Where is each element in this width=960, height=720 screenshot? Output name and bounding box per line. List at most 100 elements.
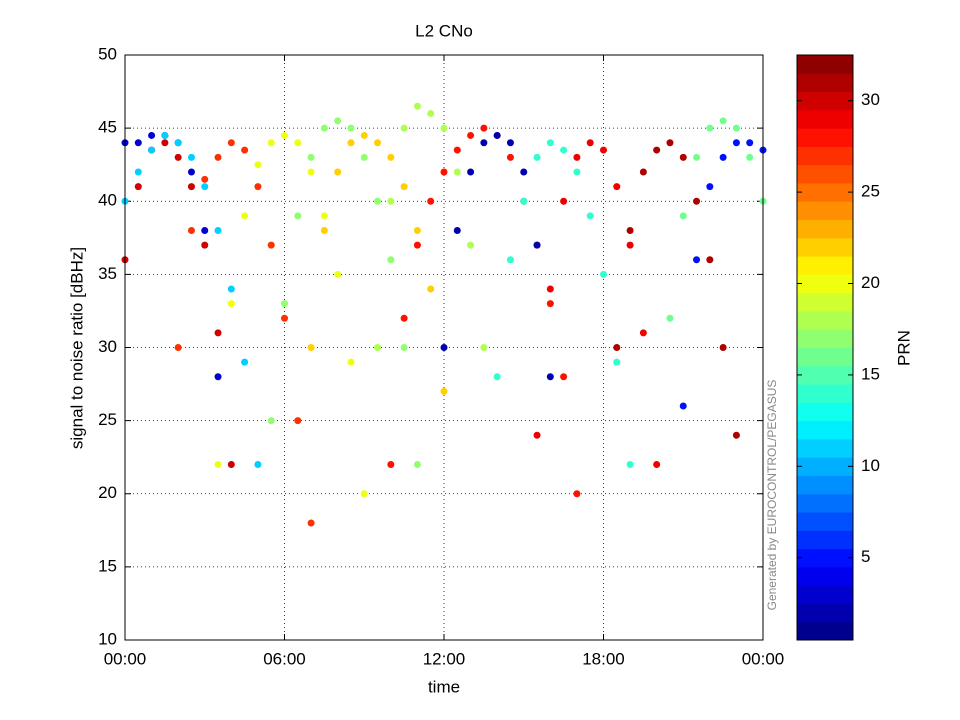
data-point xyxy=(148,131,156,139)
data-point xyxy=(732,139,740,147)
data-point xyxy=(214,227,222,234)
colorbar-band xyxy=(797,585,853,604)
data-point xyxy=(294,139,302,147)
data-point xyxy=(400,344,408,351)
colorbar-band xyxy=(797,73,853,93)
data-point xyxy=(533,431,541,439)
plot-frame xyxy=(124,54,764,641)
data-point xyxy=(387,153,395,161)
data-point xyxy=(560,373,568,381)
data-point xyxy=(214,373,222,381)
y-tick-label: 20 xyxy=(98,483,117,502)
data-point xyxy=(281,300,288,308)
data-point xyxy=(413,241,421,249)
data-point xyxy=(134,139,142,147)
data-point xyxy=(427,197,435,205)
data-point xyxy=(227,139,235,147)
colorbar-band xyxy=(797,182,853,202)
data-point xyxy=(427,110,435,117)
data-point xyxy=(560,197,568,205)
y-axis-label: signal to noise ratio [dBHz] xyxy=(67,247,86,449)
data-point xyxy=(706,124,714,132)
data-point xyxy=(400,183,408,191)
data-point xyxy=(453,227,461,234)
data-point xyxy=(227,461,235,468)
data-point xyxy=(613,344,621,351)
data-point xyxy=(506,256,514,264)
data-point xyxy=(360,153,368,161)
data-point xyxy=(613,183,621,191)
data-point xyxy=(480,124,488,132)
data-point xyxy=(307,168,315,176)
colorbar-band xyxy=(797,493,853,513)
data-point xyxy=(546,300,554,308)
data-point xyxy=(267,417,275,425)
data-point xyxy=(347,358,355,366)
x-tick-label: 00:00 xyxy=(742,649,785,668)
data-point xyxy=(546,373,554,381)
y-tick-label: 45 xyxy=(98,118,117,137)
data-point xyxy=(586,139,594,147)
data-point xyxy=(187,227,195,234)
data-point xyxy=(214,153,222,161)
data-point xyxy=(241,212,249,220)
data-point xyxy=(467,168,475,176)
data-point xyxy=(201,241,209,249)
colorbar-band xyxy=(797,402,853,422)
data-point xyxy=(613,358,621,366)
data-point xyxy=(413,102,421,110)
data-point xyxy=(679,402,687,410)
data-point xyxy=(413,227,421,234)
colorbar-tick-label: 5 xyxy=(861,547,870,566)
colorbar-band xyxy=(797,603,853,623)
colorbar-frame xyxy=(796,54,854,641)
data-point xyxy=(626,461,634,468)
data-point xyxy=(427,285,435,293)
x-tick-label: 18:00 xyxy=(582,649,625,668)
colorbar-band xyxy=(797,329,853,348)
data-point xyxy=(187,168,195,176)
data-point xyxy=(334,117,342,125)
data-point xyxy=(387,461,395,468)
colorbar-band xyxy=(797,384,853,403)
data-point xyxy=(161,131,169,139)
colorbar-band xyxy=(797,55,853,74)
data-point xyxy=(134,183,142,191)
colorbar-tick-label: 30 xyxy=(861,90,880,109)
data-point xyxy=(174,153,182,161)
colorbar-band xyxy=(797,146,853,166)
data-point xyxy=(413,461,421,468)
watermark: Generated by EUROCONTROL/PEGASUS xyxy=(765,380,779,611)
colorbar-label: PRN xyxy=(894,330,913,366)
data-point xyxy=(520,197,528,205)
colorbar-band xyxy=(797,201,853,221)
colorbar-band xyxy=(797,512,853,531)
colorbar-band xyxy=(797,128,853,147)
data-point xyxy=(706,183,714,191)
data-point xyxy=(360,490,368,498)
data-point xyxy=(746,153,754,161)
data-point xyxy=(706,256,714,264)
y-tick-label: 30 xyxy=(98,337,117,356)
colorbar-band xyxy=(797,347,853,367)
data-point xyxy=(241,146,249,154)
data-point xyxy=(387,197,395,205)
data-point xyxy=(440,344,448,351)
colorbar-band xyxy=(797,365,853,385)
y-tick-label: 50 xyxy=(98,44,117,63)
colorbar-tick-label: 20 xyxy=(861,273,880,292)
data-point xyxy=(600,270,607,278)
data-point xyxy=(187,183,195,191)
data-point xyxy=(161,139,169,147)
colorbar-band xyxy=(797,530,853,550)
colorbar-band xyxy=(797,256,853,275)
data-point xyxy=(334,270,342,278)
y-tick-label: 25 xyxy=(98,410,117,429)
data-point xyxy=(440,124,448,132)
x-axis-label: time xyxy=(428,677,460,696)
colorbar-band xyxy=(797,310,853,330)
data-point xyxy=(732,124,740,132)
data-point xyxy=(480,344,488,351)
data-point xyxy=(174,344,182,351)
